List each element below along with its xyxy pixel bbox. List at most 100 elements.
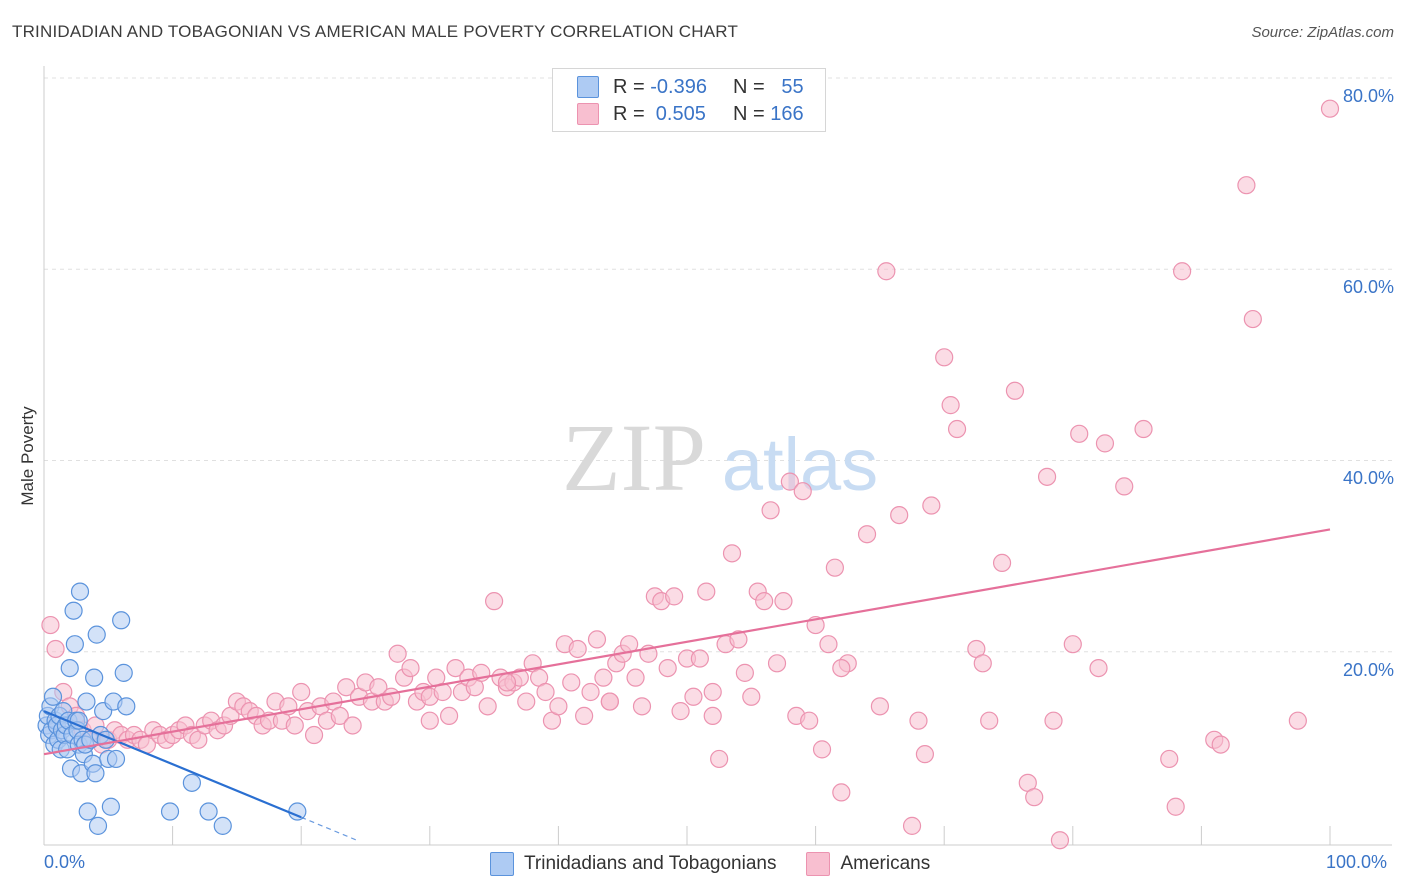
american-point [992, 553, 1012, 573]
american-point [41, 615, 60, 635]
american-point [774, 592, 793, 611]
american-point [832, 658, 851, 678]
american-point [710, 749, 729, 769]
american-point [1089, 658, 1108, 678]
trinidadian-point [160, 802, 180, 821]
y-tick-60: 60.0% [1342, 277, 1394, 297]
american-point [497, 673, 517, 692]
american-point [1320, 99, 1340, 118]
american-point [658, 658, 677, 678]
trinidadian-trend-line [43, 710, 302, 819]
american-point [819, 635, 838, 654]
chart-title: TRINIDADIAN AND TOBAGONIAN VS AMERICAN M… [12, 22, 739, 41]
series-legend: Trinidadians and Tobagonians Americans [490, 852, 960, 876]
legend-n-label: N = [733, 102, 771, 125]
trinidadian-point [182, 773, 201, 792]
american-point [729, 630, 748, 649]
american-point [1063, 635, 1082, 654]
american-point [902, 816, 922, 835]
legend-swatch-pink [577, 103, 599, 125]
legend-r-value: 0.505 [650, 102, 706, 125]
american-point [742, 687, 761, 706]
american-point [343, 716, 362, 735]
trinidadian-trend-extension [300, 816, 360, 842]
y-tick-20: 20.0% [1342, 660, 1394, 680]
american-point [594, 668, 613, 687]
series-swatch-blue [490, 852, 514, 876]
american-point [1134, 419, 1153, 439]
american-point [1243, 309, 1262, 329]
legend-n-label: N = [733, 75, 771, 98]
american-point [755, 592, 774, 611]
american-point [703, 682, 722, 702]
legend-row-trinidadian: R = -0.396 N = 55 [577, 75, 804, 99]
trinidadian-point [86, 764, 105, 783]
trinidadian-point [288, 802, 307, 821]
american-point [812, 740, 832, 759]
american-point [292, 682, 311, 702]
american-point [536, 682, 555, 702]
american-point [671, 702, 690, 721]
trinidadian-point [70, 582, 90, 601]
american-point [1288, 711, 1307, 730]
trinidadian-point [64, 601, 83, 620]
trinidadian-point [69, 711, 88, 730]
legend-n-value: 166 [770, 102, 804, 125]
american-point [980, 711, 999, 730]
american-point [1160, 749, 1179, 769]
american-point [915, 745, 935, 764]
american-point [973, 654, 992, 673]
series-label-american: Americans [840, 853, 931, 874]
american-point [46, 639, 65, 659]
legend-n-value: 55 [781, 75, 804, 98]
american-point [1173, 262, 1192, 281]
trinidadian-point [112, 611, 131, 630]
american-point [568, 639, 587, 659]
american-point [285, 716, 304, 735]
trinidadian-point [106, 749, 126, 769]
american-point [587, 630, 607, 649]
series-legend-trinidadian[interactable]: Trinidadians and Tobagonians [490, 852, 776, 876]
american-point [722, 544, 742, 563]
american-point [697, 582, 716, 601]
trinidadian-point [117, 697, 136, 716]
legend-r-label: R = [613, 75, 651, 98]
correlation-legend: R = -0.396 N = 55 R = 0.505 N = 166 [552, 68, 826, 132]
american-trend-line [43, 528, 1331, 756]
american-point [478, 697, 497, 716]
trinidadian-point [77, 692, 96, 711]
american-point [1044, 711, 1063, 730]
grid-lines [44, 77, 1392, 653]
american-point [780, 472, 799, 491]
american-point [922, 496, 941, 515]
american-point [401, 658, 420, 678]
american-point [690, 649, 709, 668]
american-point [446, 658, 465, 678]
watermark-zip: ZIP [562, 404, 706, 511]
american-point [388, 644, 407, 663]
american-point [1025, 788, 1044, 807]
trinidadian-point [85, 668, 104, 687]
american-point [793, 482, 812, 501]
american-point [632, 697, 652, 716]
american-point [439, 706, 459, 726]
american-point [767, 654, 787, 673]
american-point [857, 525, 877, 544]
y-tick-80: 80.0% [1342, 86, 1394, 106]
american-point [947, 419, 967, 439]
american-point [1050, 831, 1070, 850]
legend-swatch-blue [577, 76, 599, 98]
trinidadian-point [65, 635, 84, 654]
american-point [549, 697, 568, 716]
watermark: ZIP atlas [562, 404, 878, 511]
trinidadian-point [199, 802, 218, 821]
american-point [485, 592, 504, 611]
american-point [877, 262, 896, 281]
series-legend-american[interactable]: Americans [806, 852, 930, 876]
american-point [1211, 735, 1230, 754]
american-point [1095, 434, 1115, 453]
american-point [1070, 424, 1089, 443]
legend-row-american: R = 0.505 N = 166 [577, 102, 804, 126]
american-point [761, 501, 780, 520]
american-point [825, 558, 844, 577]
